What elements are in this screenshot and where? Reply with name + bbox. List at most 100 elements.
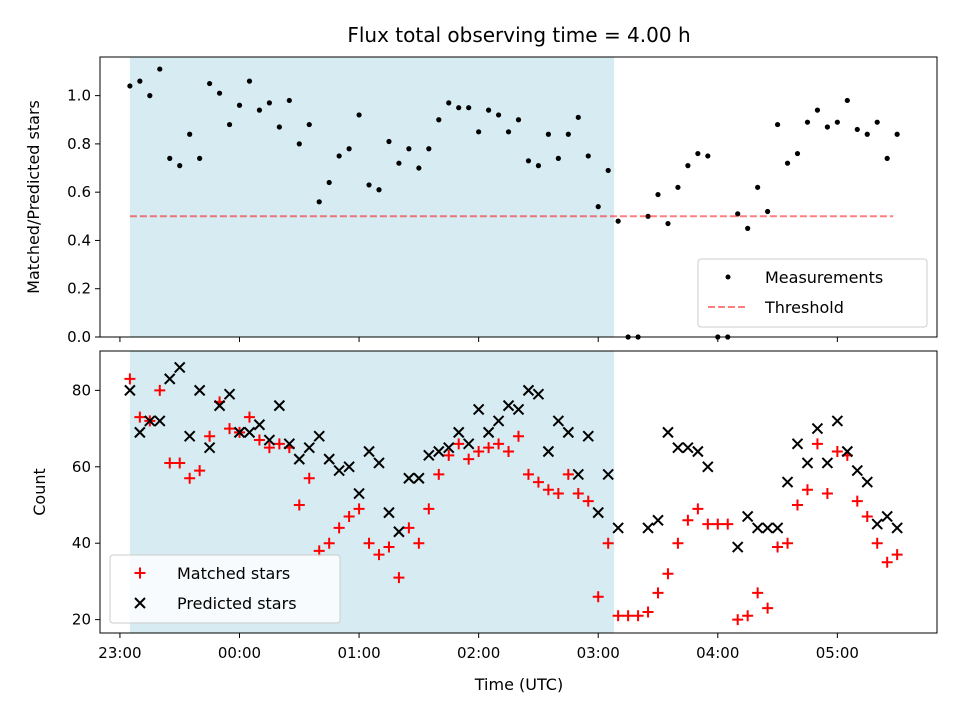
measurement-point [197, 156, 202, 161]
measurement-point [695, 151, 700, 156]
matched-star-point [892, 549, 903, 560]
predicted-star-point [812, 424, 822, 434]
measurement-point [247, 79, 252, 84]
matched-star-point [732, 614, 743, 625]
predicted-star-point [613, 523, 623, 533]
top-shaded-span [130, 57, 614, 337]
measurement-point [586, 153, 591, 158]
measurement-point [147, 93, 152, 98]
matched-star-point [653, 587, 664, 598]
measurement-point [815, 108, 820, 113]
measurement-point [805, 120, 810, 125]
x-axis-label: Time (UTC) [474, 675, 563, 694]
predicted-star-point [852, 466, 862, 476]
top-y-ticks: 0.0 0.2 0.4 0.6 0.8 1.0 [67, 87, 100, 346]
bottom-x-tick-label: 00:00 [218, 644, 261, 662]
predicted-star-point [783, 477, 793, 487]
legend-predicted-label: Predicted stars [177, 594, 297, 613]
predicted-star-point [882, 511, 892, 521]
measurement-point [685, 163, 690, 168]
measurement-point [466, 105, 471, 110]
predicted-star-point [743, 511, 753, 521]
predicted-star-point [892, 523, 902, 533]
measurement-point [456, 105, 461, 110]
legend-measurements-label: Measurements [765, 268, 883, 287]
matched-star-point [712, 519, 723, 530]
predicted-star-point [763, 523, 773, 533]
bottom-legend: Matched stars Predicted stars [110, 555, 340, 623]
top-y-tick-label: 0.0 [67, 328, 91, 346]
bottom-x-tick-label: 02:00 [457, 644, 500, 662]
predicted-star-point [683, 443, 693, 453]
measurement-point [376, 187, 381, 192]
predicted-star-point [663, 427, 673, 437]
measurement-point [416, 165, 421, 170]
measurement-point [356, 112, 361, 117]
top-y-tick-label: 0.4 [67, 231, 91, 249]
matched-star-point [722, 519, 733, 530]
matched-star-point [802, 484, 813, 495]
predicted-star-point [862, 477, 872, 487]
top-y-tick-label: 0.6 [67, 183, 91, 201]
measurement-point [496, 112, 501, 117]
bottom-y-ticks: 20406080 [72, 381, 100, 628]
matched-star-point [812, 438, 823, 449]
measurement-point [546, 132, 551, 137]
measurement-point [566, 132, 571, 137]
measurement-point [287, 98, 292, 103]
measurement-point [825, 124, 830, 129]
matched-star-point [862, 511, 873, 522]
bottom-x-ticks: 23:00 00:00 01:00 02:00 03:00 04:00 05:00 [98, 633, 859, 662]
predicted-star-point [703, 462, 713, 472]
measurement-point [885, 156, 890, 161]
predicted-star-point [753, 523, 763, 533]
measurement-point [875, 120, 880, 125]
measurement-point [526, 158, 531, 163]
bottom-x-tick-label: 01:00 [337, 644, 380, 662]
bottom-x-tick-label: 03:00 [577, 644, 620, 662]
measurement-point [386, 139, 391, 144]
measurement-point [207, 81, 212, 86]
top-y-axis-label: Matched/Predicted stars [24, 100, 43, 294]
predicted-star-point [872, 519, 882, 529]
predicted-star-point [733, 542, 743, 552]
measurement-point [406, 146, 411, 151]
legend-measurements-marker [726, 275, 731, 280]
measurement-point [556, 156, 561, 161]
predicted-star-point [673, 443, 683, 453]
matched-star-point [672, 538, 683, 549]
matched-star-point [762, 603, 773, 614]
bottom-panel: 20406080 23:00 00:00 01:00 02:00 03:00 04:00 0… [30, 351, 937, 694]
chart-title: Flux total observing time = 4.00 h [347, 23, 690, 47]
measurement-point [347, 146, 352, 151]
predicted-star-point [653, 515, 663, 525]
measurement-point [785, 161, 790, 166]
measurement-point [536, 163, 541, 168]
measurement-point [655, 192, 660, 197]
measurement-point [616, 219, 621, 224]
matched-star-point [792, 499, 803, 510]
measurement-point [486, 108, 491, 113]
measurement-point [267, 100, 272, 105]
matched-star-point [662, 568, 673, 579]
measurement-point [705, 153, 710, 158]
bottom-y-tick-label: 60 [72, 458, 91, 476]
matched-star-point [882, 557, 893, 568]
measurement-point [665, 221, 670, 226]
measurement-point [576, 115, 581, 120]
matched-star-point [742, 610, 753, 621]
measurement-point [217, 91, 222, 96]
predicted-star-point [773, 523, 783, 533]
predicted-star-point [822, 458, 832, 468]
measurement-point [337, 153, 342, 158]
measurement-point [307, 122, 312, 127]
measurement-point [835, 120, 840, 125]
bottom-y-tick-label: 80 [72, 381, 91, 399]
predicted-star-point [832, 416, 842, 426]
bottom-y-tick-label: 40 [72, 534, 91, 552]
measurement-point [127, 83, 132, 88]
matched-star-point [822, 488, 833, 499]
top-y-tick-label: 1.0 [67, 87, 91, 105]
measurement-point [317, 199, 322, 204]
matched-star-point [682, 515, 693, 526]
